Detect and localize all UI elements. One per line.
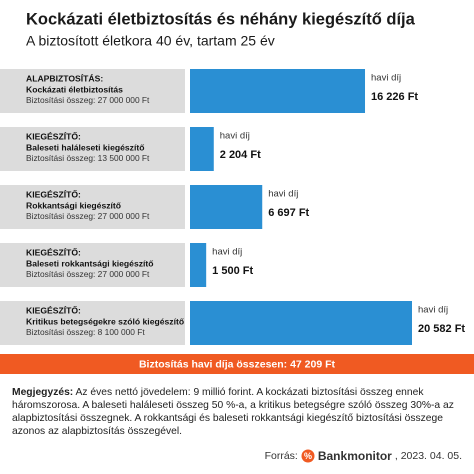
- source-label: Forrás:: [264, 450, 298, 462]
- category-box: [0, 127, 185, 171]
- bar: [190, 185, 263, 229]
- chart-title: Kockázati életbiztosítás és néhány kiegé…: [26, 10, 416, 28]
- source-date: , 2023. 04. 05.: [394, 450, 462, 462]
- category-note: Biztosítási összeg: 8 100 000 Ft: [26, 327, 145, 337]
- category-note: Biztosítási összeg: 27 000 000 Ft: [26, 95, 150, 105]
- svg-text:%: %: [304, 451, 312, 461]
- value-caption: havi díj: [418, 305, 448, 316]
- value-label: 20 582 Ft: [418, 323, 465, 335]
- bar: [190, 127, 214, 171]
- total-label: Biztosítás havi díja összesen: 47 209 Ft: [139, 358, 336, 370]
- source: Forrás: % Bankmonitor, 2023. 04. 05.: [265, 449, 462, 463]
- value-caption: havi díj: [371, 73, 401, 84]
- category-kind: KIEGÉSZÍTŐ:: [26, 246, 81, 257]
- source-name: Bankmonitor: [317, 449, 392, 463]
- category-box: [0, 243, 185, 287]
- bar: [190, 301, 412, 345]
- category-label: Baleseti rokkantsági kiegészítő: [26, 258, 154, 268]
- note-label: Megjegyzés:: [12, 387, 74, 398]
- category-box: [0, 69, 185, 113]
- value-label: 1 500 Ft: [212, 265, 253, 277]
- category-note: Biztosítási összeg: 27 000 000 Ft: [26, 269, 150, 279]
- chart: Kockázati életbiztosítás és néhány kiegé…: [0, 10, 474, 374]
- category-note: Biztosítási összeg: 13 500 000 Ft: [26, 153, 150, 163]
- category-kind: ALAPBIZTOSÍTÁS:: [26, 73, 103, 83]
- value-caption: havi díj: [212, 247, 242, 258]
- category-label: Kockázati életbiztosítás: [26, 84, 123, 94]
- category-note: Biztosítási összeg: 27 000 000 Ft: [26, 211, 150, 221]
- bar: [190, 243, 207, 287]
- chart-subtitle: A biztosított életkora 40 év, tartam 25 …: [26, 33, 275, 49]
- category-kind: KIEGÉSZÍTŐ:: [26, 130, 81, 141]
- category-kind: KIEGÉSZÍTŐ:: [26, 304, 81, 315]
- category-label: Kritikus betegségekre szóló kiegészítő: [26, 316, 184, 326]
- value-label: 16 226 Ft: [371, 91, 418, 103]
- category-label: Baleseti haláleseti kiegészítő: [26, 142, 144, 152]
- category-label: Rokkantsági kiegészítő: [26, 200, 121, 210]
- category-kind: KIEGÉSZÍTŐ:: [26, 188, 81, 199]
- value-caption: havi díj: [268, 189, 298, 200]
- note-text: Az éves nettó jövedelem: 9 millió forint…: [12, 387, 454, 437]
- logo-icon: %: [301, 449, 315, 463]
- bar: [190, 69, 366, 113]
- total-banner: [0, 354, 474, 374]
- note: Megjegyzés: Az éves nettó jövedelem: 9 m…: [12, 386, 464, 438]
- value-caption: havi díj: [220, 131, 250, 142]
- value-label: 6 697 Ft: [268, 207, 309, 219]
- value-label: 2 204 Ft: [220, 149, 261, 161]
- category-box: [0, 301, 185, 345]
- category-box: [0, 185, 185, 229]
